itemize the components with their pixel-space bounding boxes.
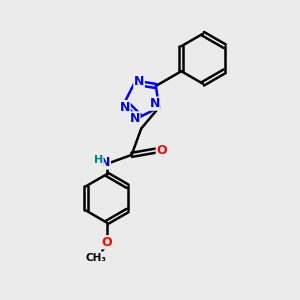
Text: H: H [94, 155, 103, 165]
Text: CH₃: CH₃ [86, 253, 107, 263]
Text: N: N [100, 156, 110, 169]
Text: O: O [156, 144, 167, 157]
Text: N: N [150, 97, 160, 110]
Text: N: N [134, 75, 144, 88]
Text: N: N [120, 100, 130, 113]
Text: N: N [130, 112, 140, 125]
Text: O: O [101, 236, 112, 249]
